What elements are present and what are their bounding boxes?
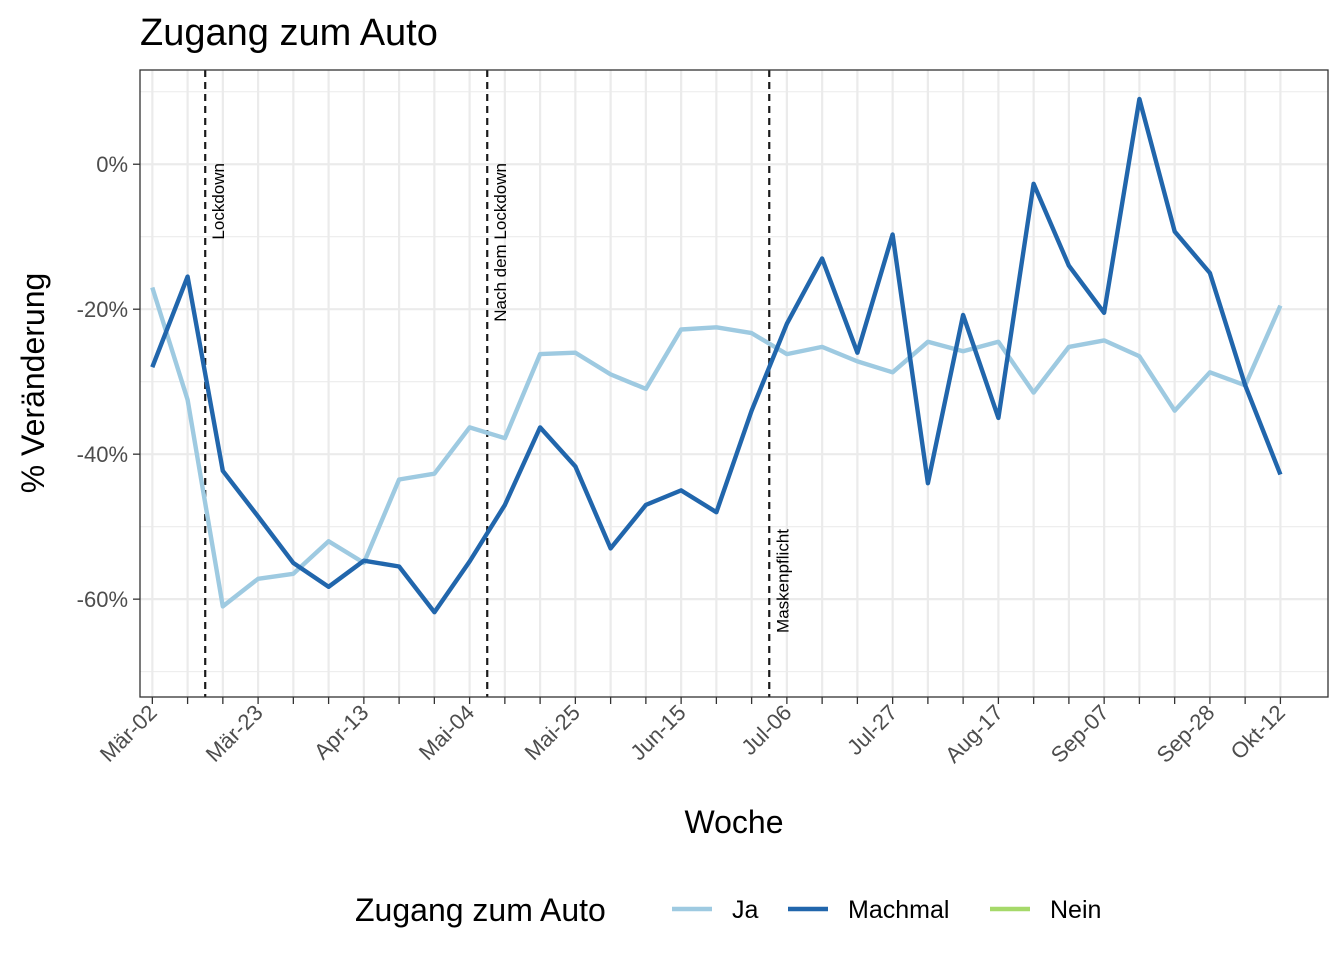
panel-border (139, 69, 1329, 698)
y-axis-title: % Veränderung (15, 273, 51, 494)
x-tick-label: Okt-12 (1226, 700, 1290, 764)
x-tick-label: Mai-04 (414, 700, 479, 765)
x-axis: Mär-02 Mär-23 Apr-13 Mai-04 Mai-25 Jun-15 Jul-… (95, 697, 1290, 768)
event-label: Lockdown (209, 163, 228, 240)
x-tick-label: Mär-23 (201, 700, 268, 767)
x-tick-label: Mär-02 (95, 700, 162, 767)
x-tick-label: Sep-07 (1046, 700, 1114, 768)
series-line-ja (150, 286, 1283, 609)
legend-label-ja: Ja (732, 896, 759, 924)
event-label: Maskenpflicht (773, 529, 792, 633)
y-tick-label: -60% (77, 587, 128, 612)
x-tick-label: Jul-06 (736, 700, 796, 760)
x-tick-label: Jul-27 (842, 700, 902, 760)
x-tick-label: Aug-17 (940, 700, 1008, 768)
y-tick-label: -40% (77, 442, 128, 467)
x-tick-label: Mai-25 (520, 700, 585, 765)
series-line-machmal (150, 96, 1283, 615)
y-tick-label: 0% (96, 152, 128, 177)
legend-label-nein: Nein (1050, 896, 1101, 924)
y-axis: 0% -20% -40% -60% (77, 152, 140, 612)
x-axis-title: Woche (684, 804, 783, 840)
x-tick-label: Jun-15 (625, 700, 690, 765)
event-label: Nach dem Lockdown (491, 163, 510, 322)
grid-major (140, 70, 1328, 697)
legend: Zugang zum Auto Ja Machmal Nein (355, 892, 1101, 928)
y-tick-label: -20% (77, 297, 128, 322)
x-tick-label: Apr-13 (309, 700, 373, 764)
legend-label-machmal: Machmal (848, 896, 949, 924)
legend-title: Zugang zum Auto (355, 892, 606, 928)
series-lines (150, 96, 1283, 615)
chart-title: Zugang zum Auto (140, 12, 438, 54)
grid-minor (140, 91, 1328, 673)
x-tick-label: Sep-28 (1152, 700, 1220, 768)
